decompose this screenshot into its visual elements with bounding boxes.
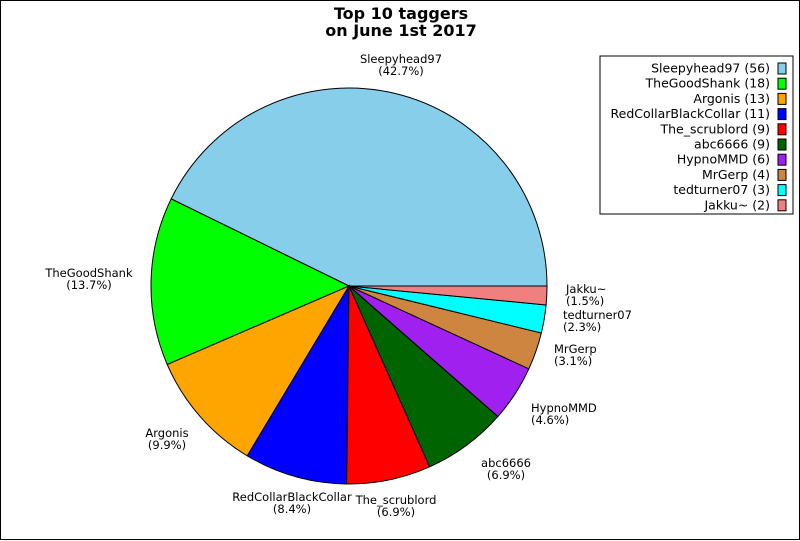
- pie-slice-thegoodshank: [150, 198, 351, 366]
- slice-label-name: The_scrublord: [355, 493, 437, 507]
- slice-label-name: RedCollarBlackCollar: [232, 490, 352, 504]
- chart-title-line-2: on June 1st 2017: [325, 21, 477, 40]
- legend-box: [599, 55, 794, 215]
- legend-entry-label: HypnoMMD (6): [677, 152, 770, 167]
- legend-entry-label: Jakku~ (2): [703, 197, 770, 212]
- legend-swatch: [777, 62, 787, 75]
- slice-label-pct: (13.7%): [66, 278, 112, 292]
- legend-swatch: [777, 153, 787, 166]
- legend-swatch: [777, 108, 787, 121]
- legend-swatch: [777, 168, 787, 181]
- legend-entry-label: Sleepyhead97 (56): [651, 61, 770, 76]
- slice-label-name: abc6666: [481, 456, 531, 470]
- legend-swatch: [777, 77, 787, 90]
- legend-entry-label: tedturner07 (3): [673, 182, 770, 197]
- slice-label-name: Jakku~: [565, 282, 606, 296]
- slice-label-pct: (1.5%): [566, 294, 604, 308]
- pie-slice-redcollarblackcollar: [246, 284, 350, 485]
- legend-entry-label: Argonis (13): [693, 91, 770, 106]
- legend-entry-label: MrGerp (4): [702, 167, 770, 182]
- legend-entry-label: RedCollarBlackCollar (11): [611, 106, 770, 121]
- slice-label-pct: (6.9%): [487, 468, 525, 482]
- legend-swatch: [777, 138, 787, 151]
- legend-swatch: [777, 199, 787, 212]
- slice-label-pct: (2.3%): [563, 320, 601, 334]
- slice-label-name: MrGerp: [554, 342, 597, 356]
- legend: Sleepyhead97 (56)TheGoodShank (18)Argoni…: [599, 55, 794, 215]
- legend-entry-label: abc6666 (9): [694, 137, 770, 152]
- slice-label-pct: (3.1%): [554, 354, 592, 368]
- slice-label-name: TheGoodShank: [44, 266, 133, 280]
- legend-swatch: [777, 184, 787, 197]
- pie-slice-jakku-: [348, 285, 548, 306]
- chart-title-line-1: Top 10 taggers: [334, 4, 468, 23]
- pie-slice-argonis: [166, 284, 351, 457]
- slice-label-name: Sleepyhead97: [360, 52, 442, 66]
- pie-slice-sleepyhead97: [170, 87, 548, 287]
- slice-label-name: tedturner07: [563, 308, 632, 322]
- slice-label-name: HypnoMMD: [531, 401, 597, 415]
- slice-label-pct: (42.7%): [378, 64, 424, 78]
- legend-swatch: [777, 123, 787, 136]
- legend-swatch: [777, 92, 787, 105]
- legend-entry-label: TheGoodShank (18): [645, 76, 770, 91]
- slice-label-name: Argonis: [145, 426, 188, 440]
- slice-label-pct: (8.4%): [273, 502, 311, 516]
- slice-labels: Sleepyhead97(42.7%) TheGoodShank(13.7%) Ar…: [44, 52, 632, 519]
- legend-entry-label: The_scrublord (9): [659, 121, 770, 136]
- slice-label-pct: (9.9%): [148, 438, 186, 452]
- slice-label-pct: (4.6%): [531, 413, 569, 427]
- pie-slices: [150, 87, 548, 485]
- slice-label-pct: (6.9%): [377, 505, 415, 519]
